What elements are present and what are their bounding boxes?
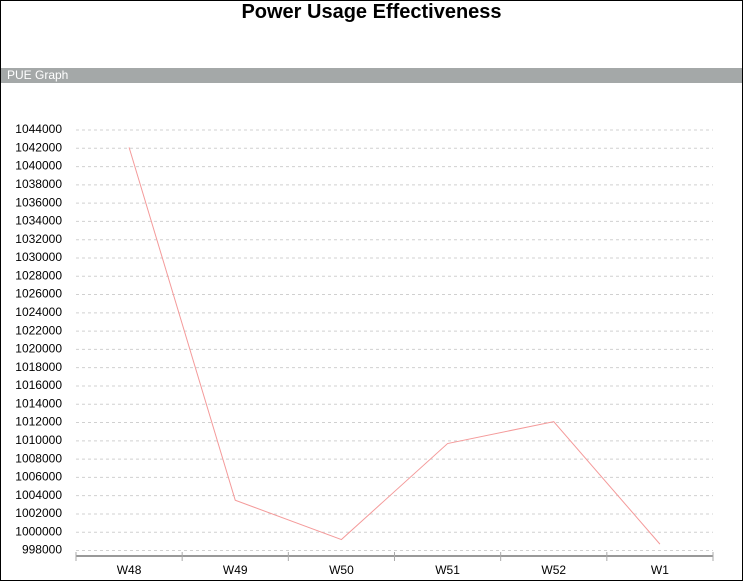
y-tick-label: 1038000 [15, 177, 62, 191]
y-tick-label: 1040000 [15, 159, 62, 173]
y-tick-label: 1024000 [15, 305, 62, 319]
x-tick-label: W51 [435, 563, 460, 577]
y-tick-label: 1018000 [15, 360, 62, 374]
y-tick-label: 1036000 [15, 195, 62, 209]
data-line [128, 147, 661, 545]
x-tick-label: W1 [651, 563, 669, 577]
y-tick-label: 1004000 [15, 488, 62, 502]
y-tick-label: 998000 [22, 543, 62, 557]
y-tick-label: 1012000 [15, 415, 62, 429]
y-tick-label: 1030000 [15, 250, 62, 264]
x-tick-label: W48 [117, 563, 142, 577]
x-tick-label: W49 [223, 563, 248, 577]
page-title: Power Usage Effectiveness [241, 1, 502, 23]
y-tick-label: 1016000 [15, 378, 62, 392]
y-tick-label: 1010000 [15, 433, 62, 447]
y-tick-label: 1006000 [15, 470, 62, 484]
y-tick-label: 1000000 [15, 524, 62, 538]
y-tick-label: 1042000 [15, 140, 62, 154]
y-tick-label: 1008000 [15, 451, 62, 465]
y-tick-label: 1032000 [15, 232, 62, 246]
y-tick-label: 1034000 [15, 214, 62, 228]
y-tick-label: 1028000 [15, 268, 62, 282]
y-tick-label: 1044000 [15, 122, 62, 136]
x-tick-label: W52 [541, 563, 566, 577]
y-tick-label: 1020000 [15, 342, 62, 356]
y-tick-label: 1002000 [15, 506, 62, 520]
y-tick-label: 1026000 [15, 287, 62, 301]
y-tick-label: 1022000 [15, 323, 62, 337]
panel-header: PUE Graph [1, 68, 742, 83]
x-tick-label: W50 [329, 563, 354, 577]
y-tick-label: 1014000 [15, 396, 62, 410]
